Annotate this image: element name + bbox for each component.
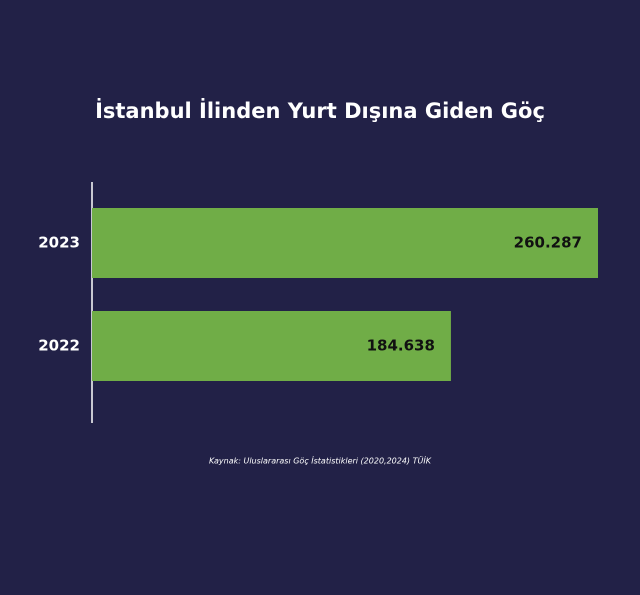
- data-label: 260.287: [514, 234, 582, 252]
- source-note: Kaynak: Uluslararası Göç İstatistikleri …: [209, 456, 432, 466]
- y-tick-label: 2022: [38, 337, 80, 355]
- y-tick-label: 2023: [38, 234, 80, 252]
- bar: [92, 311, 451, 381]
- data-label: 184.638: [367, 337, 435, 355]
- bar: [92, 208, 598, 278]
- chart-title: İstanbul İlinden Yurt Dışına Giden Göç: [95, 98, 545, 123]
